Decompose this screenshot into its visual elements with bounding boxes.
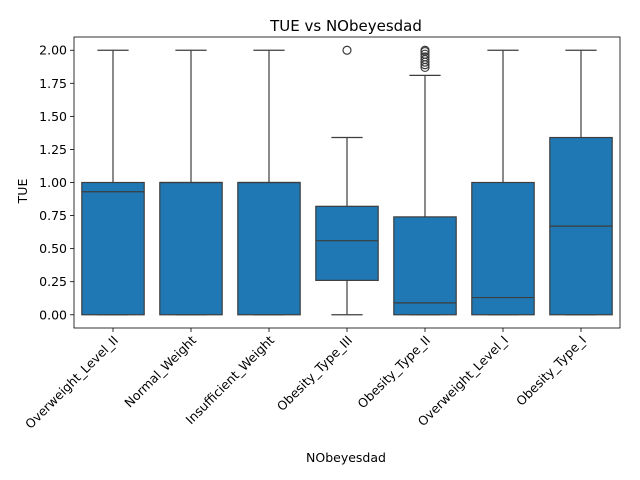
y-tick-label: 0.50 — [39, 241, 67, 256]
y-tick-label: 1.50 — [39, 109, 67, 124]
y-tick-label: 2.00 — [39, 43, 67, 58]
box-series — [81, 45, 613, 316]
x-tick-label: Overweight_Level_II — [22, 333, 121, 432]
x-tick-label: Obesity_Type_III — [274, 333, 355, 414]
iqr-box — [237, 181, 301, 316]
box-group — [471, 49, 535, 316]
x-axis-label: NObeyesdad — [306, 450, 386, 465]
box-group — [237, 49, 301, 316]
x-axis: Overweight_Level_II Normal_WeightInsuffic… — [22, 328, 589, 432]
y-tick-label: 1.00 — [39, 175, 67, 190]
box-group — [549, 49, 613, 316]
box-group — [81, 49, 145, 316]
chart-title: TUE vs NObeyesdad — [269, 17, 422, 35]
iqr-box — [315, 205, 379, 281]
x-tick-label: Normal_Weight — [121, 332, 199, 410]
y-axis: 0.00 0.25 0.50 0.75 1.00 1.25 1.50 1.75 2.00 — [39, 43, 74, 322]
x-tick-label: Obesity_Type_I — [513, 333, 589, 409]
iqr-box — [81, 181, 145, 316]
outlier-point — [342, 45, 352, 55]
y-tick-label: 1.75 — [39, 76, 67, 91]
box-group — [315, 45, 379, 316]
box-group — [159, 49, 223, 316]
y-axis-label: TUE — [15, 179, 30, 205]
x-tick-label: Insufficient_Weight — [183, 332, 278, 427]
y-tick-label: 0.00 — [39, 307, 67, 322]
outlier-point — [420, 49, 430, 59]
box-group — [393, 45, 457, 316]
iqr-box — [393, 216, 457, 316]
y-tick-label: 1.25 — [39, 142, 67, 157]
y-tick-label: 0.75 — [39, 208, 67, 223]
iqr-box — [159, 181, 223, 316]
y-tick-label: 0.25 — [39, 274, 67, 289]
outlier-point — [420, 45, 430, 55]
x-tick-label: Obesity_Type_II — [354, 333, 433, 412]
outlier-point — [420, 52, 430, 62]
iqr-box — [471, 181, 535, 316]
